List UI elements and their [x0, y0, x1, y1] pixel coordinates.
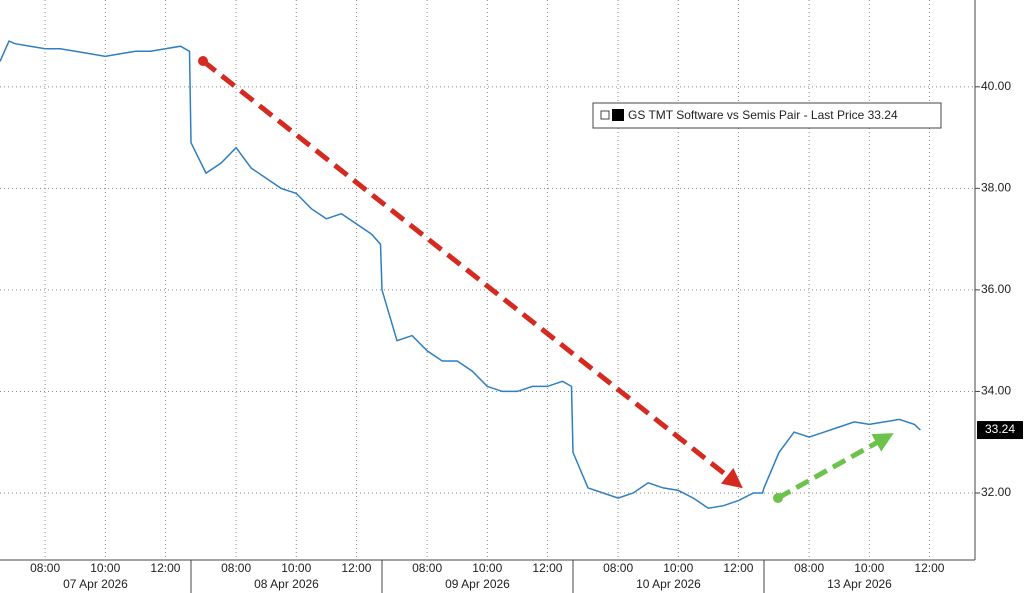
x-tick-label: 08:00 — [603, 561, 633, 575]
legend-swatch — [612, 109, 624, 121]
arrow-start — [198, 56, 208, 66]
last-price-box — [977, 421, 1023, 440]
y-tick-label: 36.00 — [981, 282, 1011, 296]
grid — [0, 0, 975, 560]
x-tick-label: 08:00 — [30, 561, 60, 575]
y-tick-label: 34.00 — [981, 384, 1011, 398]
day-label: 07 Apr 2026 — [63, 577, 128, 591]
legend-box — [592, 102, 942, 129]
last-price-label: 33.24 — [985, 422, 1015, 436]
x-tick-label: 08:00 — [794, 561, 824, 575]
x-tick-label: 10:00 — [854, 561, 884, 575]
arrow-start — [773, 493, 783, 503]
x-tick-label: 12:00 — [723, 561, 753, 575]
y-tick-label: 32.00 — [981, 485, 1011, 499]
plot — [0, 40, 921, 509]
y-tick-label: 40.00 — [981, 79, 1011, 93]
legend-icon — [600, 110, 610, 120]
x-tick-label: 12:00 — [150, 561, 180, 575]
price-line — [0, 40, 921, 509]
x-tick-label: 10:00 — [281, 561, 311, 575]
y-tick-label: 38.00 — [981, 181, 1011, 195]
legend: GS TMT Software vs Semis Pair - Last Pri… — [592, 102, 942, 129]
x-tick-label: 10:00 — [90, 561, 120, 575]
day-label: 08 Apr 2026 — [254, 577, 319, 591]
x-tick-label: 12:00 — [914, 561, 944, 575]
x-tick-label: 08:00 — [412, 561, 442, 575]
legend-label: GS TMT Software vs Semis Pair - Last Pri… — [628, 108, 898, 122]
day-label: 09 Apr 2026 — [445, 577, 510, 591]
x-tick-label: 12:00 — [341, 561, 371, 575]
x-tick-label: 08:00 — [221, 561, 251, 575]
x-tick-label: 10:00 — [663, 561, 693, 575]
day-label: 13 Apr 2026 — [827, 577, 892, 591]
day-label: 10 Apr 2026 — [636, 577, 701, 591]
x-tick-label: 10:00 — [472, 561, 502, 575]
x-tick-label: 12:00 — [532, 561, 562, 575]
trend-arrow — [201, 59, 743, 489]
